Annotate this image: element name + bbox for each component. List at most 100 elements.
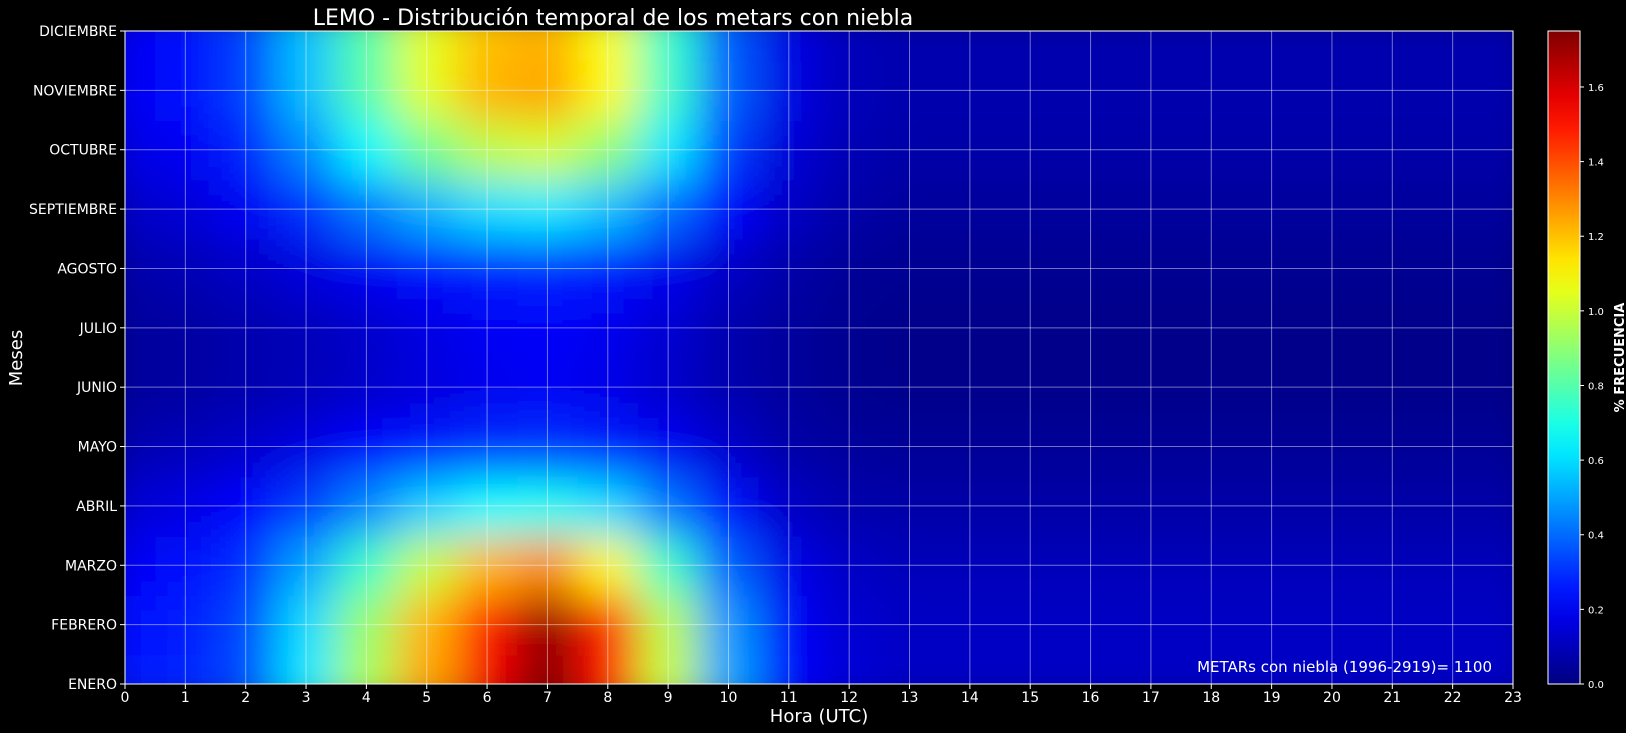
x-tick-label: 7: [543, 690, 552, 706]
heat-cell: [1120, 357, 1183, 418]
heat-cell: [1120, 298, 1183, 359]
heat-cell: [1301, 60, 1364, 122]
heat-cell: [1181, 416, 1243, 478]
heat-cell: [1000, 238, 1062, 300]
heat-cell: [577, 654, 639, 684]
colorbar-label: % FRECUENCIA: [1613, 303, 1626, 413]
heat-cell: [336, 357, 398, 418]
heat-cell: [1362, 594, 1424, 656]
heat-cell: [517, 416, 579, 478]
heat-cell: [1362, 357, 1424, 418]
heat-cell: [637, 476, 700, 537]
heat-cell: [698, 357, 760, 418]
heat-cell: [1301, 179, 1364, 240]
heat-cell: [1060, 357, 1122, 418]
heat-cell: [456, 654, 519, 684]
heat-cell: [698, 60, 760, 122]
heat-cell: [215, 535, 277, 596]
colorbar-tick-label: 0.2: [1588, 605, 1604, 616]
heat-cell: [698, 31, 760, 62]
heat-cell: [1362, 31, 1424, 62]
colorbar-tick-label: 1.6: [1588, 83, 1604, 94]
heat-cell: [396, 357, 458, 418]
heat-cell: [1482, 357, 1513, 418]
heatmap-cells: [125, 31, 1513, 684]
heat-cell: [275, 654, 338, 684]
heat-cell: [125, 60, 157, 122]
heat-cell: [1422, 298, 1484, 359]
heat-cell: [758, 654, 820, 684]
y-tick-label: MAYO: [78, 440, 117, 456]
heat-cell: [1181, 654, 1243, 684]
colorbar-ticks: 0.0 0.2 0.4 0.6 0.8 1.0 1.2 1.4 1.6: [1580, 83, 1604, 691]
heat-cell: [879, 60, 941, 122]
heat-cell: [1241, 179, 1303, 240]
count-annotation: METARs con niebla (1996-2919)= 1100: [1197, 658, 1492, 676]
heat-cell: [336, 60, 398, 122]
heat-cell: [215, 120, 277, 181]
x-tick-label: 17: [1142, 690, 1160, 706]
heat-cell: [879, 179, 941, 240]
heat-cell: [1422, 238, 1484, 300]
heat-cell: [1120, 594, 1183, 656]
heat-cell: [1241, 594, 1303, 656]
heat-cell: [1120, 179, 1183, 240]
heat-cell: [1060, 535, 1122, 596]
heat-cell: [1362, 179, 1424, 240]
heat-cell: [819, 60, 881, 122]
heat-cell: [1060, 594, 1122, 656]
heat-cell: [215, 179, 277, 240]
heat-cell: [819, 594, 881, 656]
heat-cell: [1120, 31, 1183, 62]
heat-cell: [1301, 416, 1364, 478]
heat-cell: [1181, 60, 1243, 122]
heat-cell: [758, 357, 820, 418]
heat-cell: [1362, 120, 1424, 181]
heat-cell: [396, 31, 458, 62]
heat-cell: [215, 357, 277, 418]
heat-cell: [879, 298, 941, 359]
heat-cell: [758, 31, 820, 62]
heat-cell: [819, 535, 881, 596]
heat-cell: [396, 238, 458, 300]
heat-cell: [517, 476, 579, 537]
heat-cell: [456, 357, 519, 418]
heat-cell: [758, 179, 820, 240]
heat-cell: [1120, 60, 1183, 122]
heat-cell: [1000, 476, 1062, 537]
heat-cell: [275, 31, 338, 62]
heat-cell: [1181, 179, 1243, 240]
heat-cell: [155, 120, 217, 181]
colorbar-tick-label: 0.6: [1588, 456, 1604, 467]
heat-cell: [1181, 238, 1243, 300]
heat-cell: [1060, 179, 1122, 240]
y-axis-label: Meses: [6, 330, 27, 386]
heat-cell: [1362, 60, 1424, 122]
heat-cell: [396, 120, 458, 181]
heat-cell: [1301, 535, 1364, 596]
heat-cell: [215, 31, 277, 62]
heat-cell: [577, 120, 639, 181]
x-axis-label: Hora (UTC): [770, 706, 868, 727]
heat-cell: [125, 416, 157, 478]
heat-cell: [336, 238, 398, 300]
heat-cell: [396, 298, 458, 359]
heat-cell: [1422, 31, 1484, 62]
heat-cell: [939, 535, 1002, 596]
x-tick-label: 0: [121, 690, 130, 706]
heat-cell: [1120, 238, 1183, 300]
heat-cell: [396, 476, 458, 537]
heat-cell: [275, 120, 338, 181]
heat-cell: [336, 179, 398, 240]
heat-cell: [1241, 535, 1303, 596]
heat-cell: [758, 416, 820, 478]
heat-cell: [1422, 120, 1484, 181]
heat-cell: [1362, 654, 1424, 684]
heat-cell: [456, 535, 519, 596]
heat-cell: [456, 179, 519, 240]
heat-cell: [637, 120, 700, 181]
heat-cell: [879, 654, 941, 684]
x-tick-label: 5: [422, 690, 431, 706]
heat-cell: [1301, 654, 1364, 684]
heat-cell: [1482, 298, 1513, 359]
